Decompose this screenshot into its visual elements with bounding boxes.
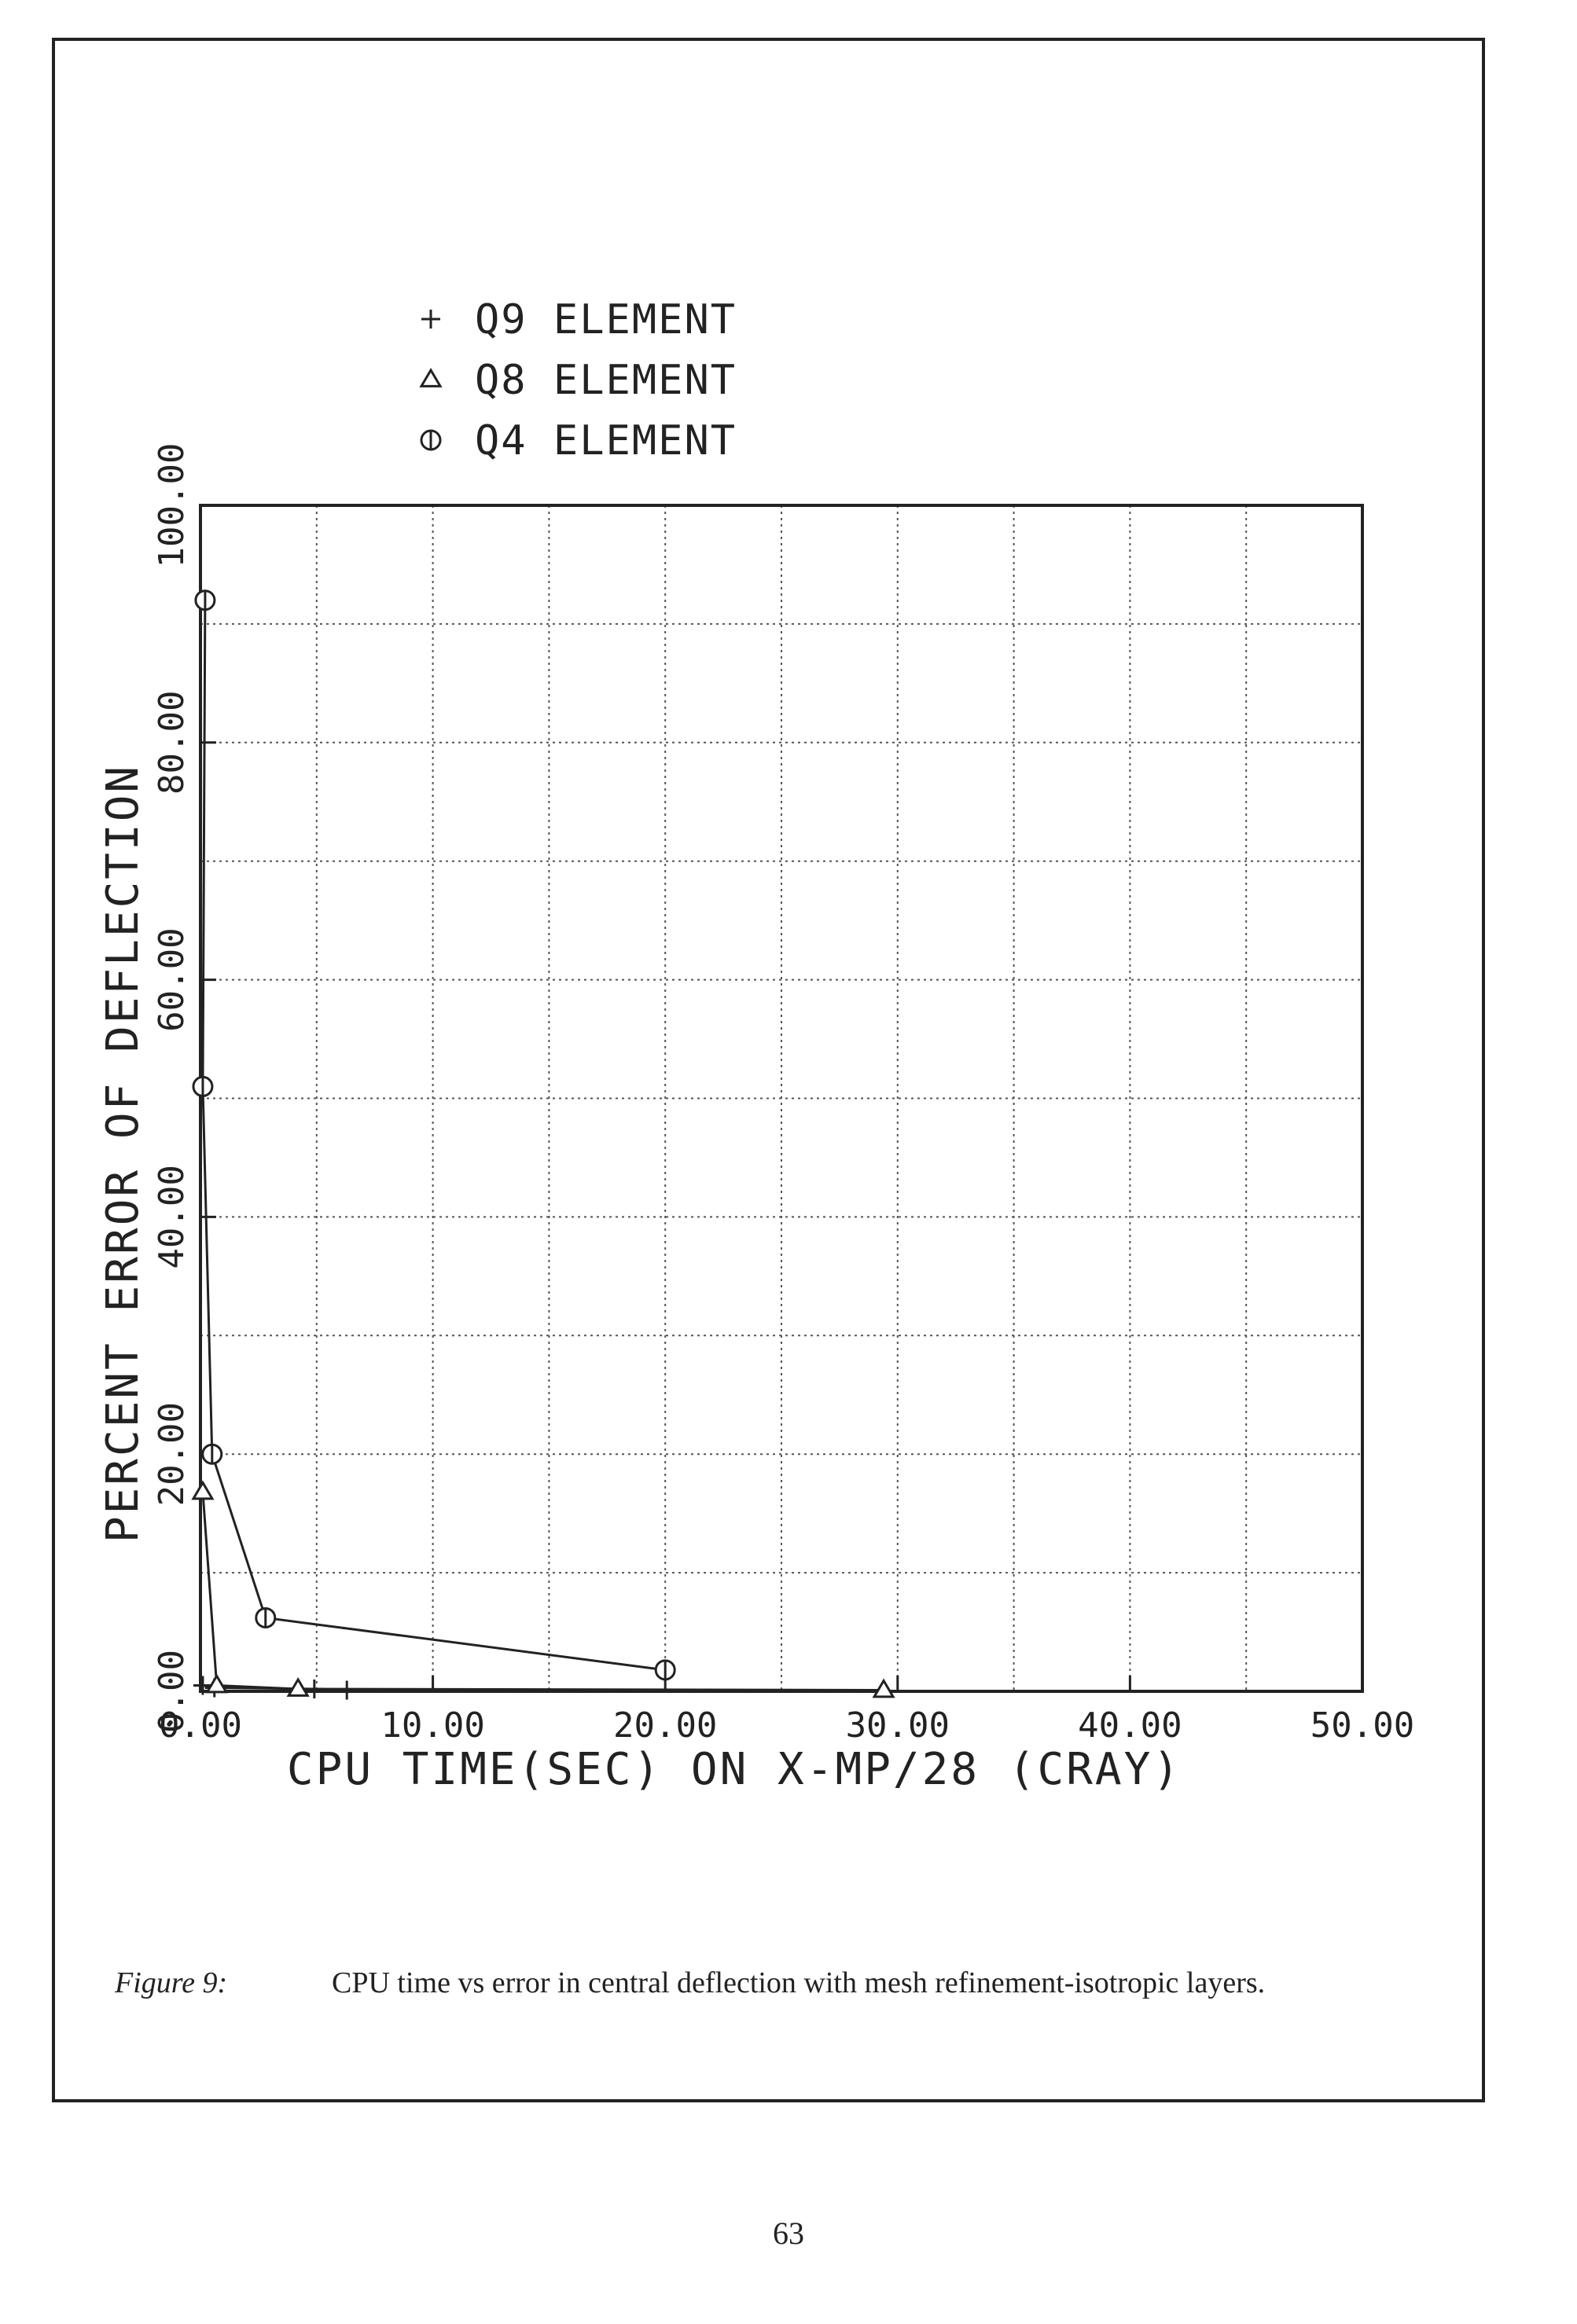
y-tick-label: 40.00 xyxy=(152,1165,192,1268)
y-tick-label: 80.00 xyxy=(152,691,192,795)
y-tick-label: 100.00 xyxy=(152,443,192,568)
caption-text: CPU time vs error in central deflection … xyxy=(332,1966,1266,1999)
legend-marker-q4-element xyxy=(420,429,442,451)
series-line-q4-element xyxy=(201,600,666,1672)
data-point-q4-element xyxy=(255,1606,277,1628)
data-point-q4-element xyxy=(194,589,216,611)
x-axis-label: CPU TIME(SEC) ON X-MP/28 (CRAY) xyxy=(287,1744,1182,1795)
legend-marker-q8-element xyxy=(419,368,443,387)
plot-area-border xyxy=(199,504,1364,1693)
data-point-q4-element xyxy=(201,1443,223,1465)
figure-frame xyxy=(52,38,1485,2102)
legend-label-q8-element: Q8 ELEMENT xyxy=(475,357,737,404)
x-tick-label: 20.00 xyxy=(613,1705,717,1746)
x-tick-label: 30.00 xyxy=(846,1705,950,1746)
y-tick-label: 0.00 xyxy=(152,1650,192,1733)
data-point-q8-element xyxy=(872,1678,895,1698)
x-tick-label: 0.00 xyxy=(159,1705,242,1746)
page-number: 63 xyxy=(773,2216,804,2251)
data-point-q8-element xyxy=(205,1673,229,1694)
y-tick-label: 20.00 xyxy=(152,1402,192,1506)
x-tick-label: 10.00 xyxy=(380,1705,484,1746)
data-point-q4-element xyxy=(654,1659,676,1681)
caption-label: Figure 9: xyxy=(115,1966,228,1999)
data-point-q4-element xyxy=(192,1075,214,1097)
y-tick-label: 60.00 xyxy=(152,927,192,1031)
y-axis-label: PERCENT ERROR OF DEFLECTION xyxy=(97,764,149,1543)
legend-marker-q9-element xyxy=(421,310,440,329)
legend-label-q9-element: Q9 ELEMENT xyxy=(475,296,737,343)
data-point-q8-element xyxy=(286,1677,310,1697)
x-tick-label: 50.00 xyxy=(1310,1705,1414,1746)
legend-label-q4-element: Q4 ELEMENT xyxy=(475,417,737,464)
x-tick-label: 40.00 xyxy=(1078,1705,1182,1746)
series-line-q8-element xyxy=(201,1492,884,1691)
data-point-q9-element xyxy=(193,1676,212,1695)
data-point-q8-element xyxy=(191,1480,215,1500)
